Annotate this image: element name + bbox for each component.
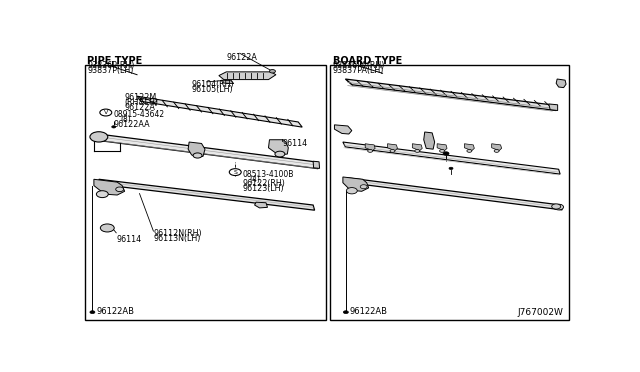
Bar [85,65,326,320]
Circle shape [360,185,367,189]
Polygon shape [94,134,318,169]
Polygon shape [412,144,422,151]
Polygon shape [437,144,447,151]
Text: 96123(LH): 96123(LH) [243,185,284,193]
Text: 93836PA(RH): 93836PA(RH) [333,61,385,70]
Text: 08513-4100B: 08513-4100B [243,170,294,179]
Polygon shape [365,144,375,151]
Polygon shape [465,144,474,151]
Circle shape [193,153,202,158]
Polygon shape [188,142,205,157]
Circle shape [90,311,95,314]
Polygon shape [346,79,556,110]
Polygon shape [219,72,276,80]
Text: 96114: 96114 [282,139,307,148]
Text: 93836P(RH): 93836P(RH) [88,61,135,70]
Text: PIPE TYPE: PIPE TYPE [88,55,143,65]
Circle shape [367,150,372,153]
Circle shape [346,187,357,194]
Circle shape [90,132,108,142]
Text: 96113N(LH): 96113N(LH) [154,234,201,243]
Polygon shape [255,202,268,208]
Polygon shape [313,161,319,169]
Text: V: V [104,110,108,115]
Polygon shape [492,144,502,151]
Text: 96122AB: 96122AB [97,307,134,315]
Text: 96114: 96114 [116,235,141,244]
Circle shape [97,191,108,198]
Polygon shape [424,132,435,149]
Circle shape [116,187,124,192]
Circle shape [494,150,499,153]
Circle shape [100,224,114,232]
Text: 96122M: 96122M [125,93,157,102]
Polygon shape [348,178,562,210]
Polygon shape [221,80,234,84]
Text: 96104(RH): 96104(RH) [191,80,234,89]
Text: 96122(RH): 96122(RH) [243,179,285,188]
Polygon shape [335,125,352,134]
Text: 96122A: 96122A [227,53,257,62]
Circle shape [443,152,449,155]
Polygon shape [269,140,288,155]
Polygon shape [137,96,302,127]
Circle shape [344,311,348,314]
Circle shape [390,150,395,153]
Circle shape [552,204,561,209]
Text: (RH&LH): (RH&LH) [125,98,159,107]
Polygon shape [343,142,560,174]
Text: S: S [234,170,237,174]
Text: (8): (8) [121,115,131,124]
Text: 96112N(RH): 96112N(RH) [154,229,202,238]
Polygon shape [556,79,566,87]
Circle shape [440,150,445,153]
Text: 96122A: 96122A [125,103,156,112]
Circle shape [467,150,472,153]
Circle shape [229,169,241,176]
Text: BOARD TYPE: BOARD TYPE [333,55,402,65]
Circle shape [554,204,564,210]
Polygon shape [388,144,397,151]
Polygon shape [99,179,315,210]
Circle shape [449,167,453,170]
Text: 93837PA(LH): 93837PA(LH) [333,67,385,76]
Text: 93837P(LH): 93837P(LH) [88,67,134,76]
Bar [330,65,568,320]
Text: 08915-43642: 08915-43642 [114,110,165,119]
Circle shape [100,109,112,116]
Text: 96105(LH): 96105(LH) [191,85,233,94]
Text: J767002W: J767002W [518,308,564,317]
Polygon shape [343,177,369,191]
Circle shape [112,126,116,128]
Circle shape [150,99,157,103]
Circle shape [275,151,285,157]
Text: 96122AA: 96122AA [114,120,150,129]
Polygon shape [548,104,557,110]
Text: 96122AB: 96122AB [350,307,388,315]
Text: (4): (4) [250,175,260,184]
Circle shape [269,70,275,73]
Circle shape [415,150,420,153]
Polygon shape [94,179,125,195]
